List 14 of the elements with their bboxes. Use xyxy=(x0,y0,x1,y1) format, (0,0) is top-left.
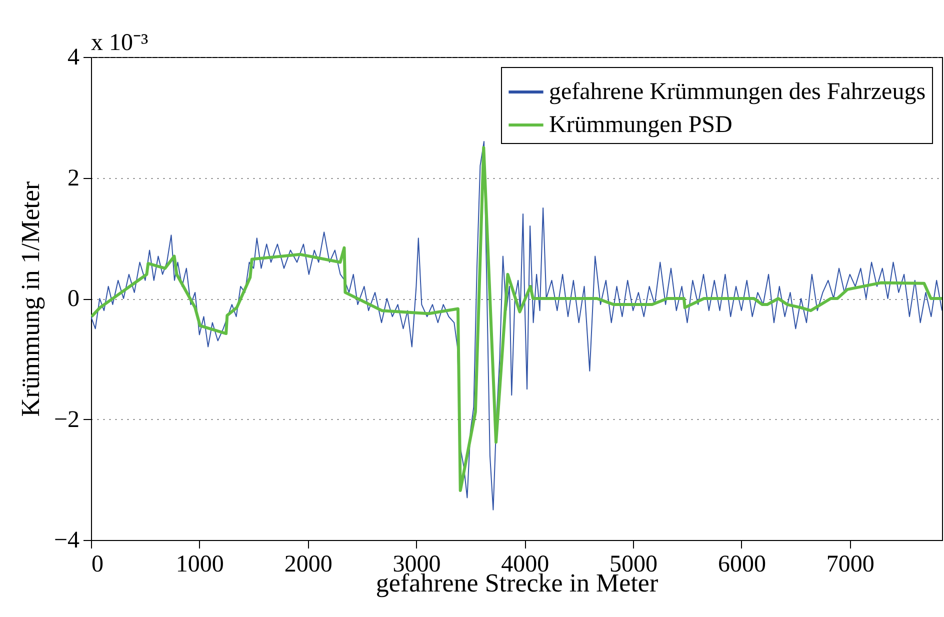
x-tick-label: 6000 xyxy=(718,552,766,578)
x-tick-label: 0 xyxy=(92,552,104,578)
x-tick-label: 1000 xyxy=(176,552,224,578)
y-tick-label: −4 xyxy=(54,528,80,554)
x-tick-label: 7000 xyxy=(826,552,874,578)
text: x 10⁻³ xyxy=(91,30,148,56)
y-tick-label: 4 xyxy=(68,44,80,70)
y-axis-title: Krümmung in 1/Meter xyxy=(16,180,45,417)
y-tick-label: 0 xyxy=(68,286,80,312)
legend-label: gefahrene Krümmungen des Fahrzeugs xyxy=(549,79,926,105)
y-tick-label: −2 xyxy=(54,406,80,433)
x-tick-label: 2000 xyxy=(284,552,332,578)
legend-label: Krümmungen PSD xyxy=(549,112,732,138)
y-tick-label: 2 xyxy=(68,165,80,192)
